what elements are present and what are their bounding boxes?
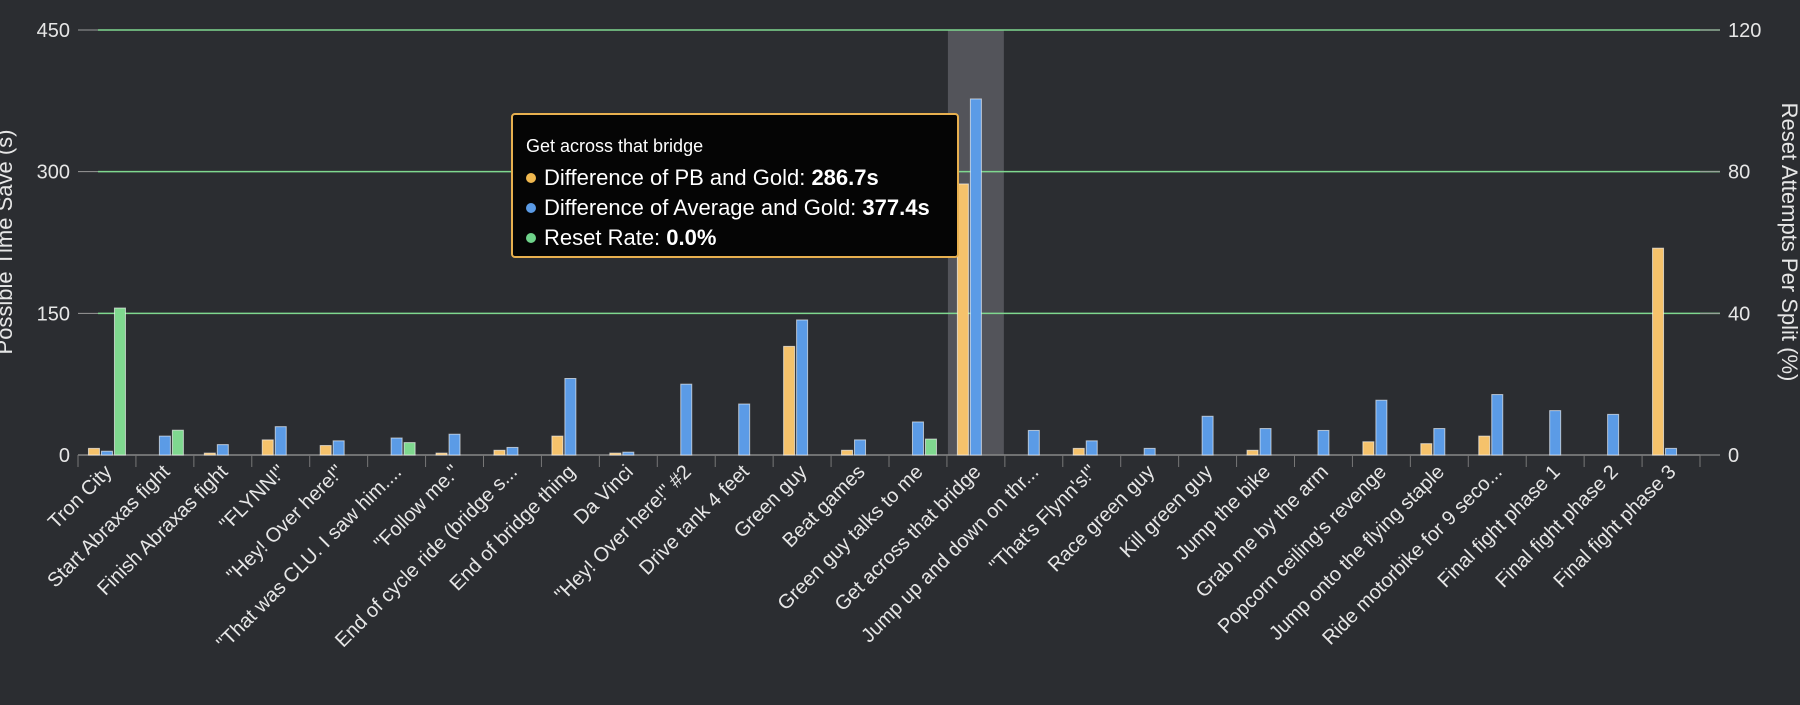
left-axis-title: Possible Time Save (s)	[0, 130, 17, 355]
bar-average	[158, 435, 171, 456]
chart-tooltip: Get across that bridge Difference of PB …	[511, 113, 959, 258]
left-tick-label: 300	[37, 162, 70, 184]
bar-pb	[551, 435, 564, 456]
tooltip-title: Get across that bridge	[526, 136, 704, 156]
bar-average	[1027, 429, 1040, 456]
bar-average	[1375, 399, 1388, 456]
bar-pb	[1652, 247, 1665, 456]
bar-average	[1317, 429, 1330, 456]
bar-pb	[1072, 447, 1085, 456]
bar-average	[1665, 447, 1678, 456]
tooltip-label-reset: Reset Rate:	[544, 225, 661, 250]
right-tick-label: 0	[1728, 445, 1739, 467]
bar-pb	[261, 439, 274, 456]
bar-pb	[609, 452, 622, 456]
bar-average	[506, 446, 519, 456]
tooltip-row-pb: Difference of PB and Gold: 286.7s	[526, 163, 944, 193]
tooltip-label-pb: Difference of PB and Gold:	[544, 165, 806, 190]
bar-average	[796, 319, 809, 456]
left-tick-label: 0	[59, 445, 70, 467]
bar-pb	[956, 183, 969, 456]
bar-average	[1433, 428, 1446, 456]
bar-pb	[841, 449, 854, 456]
bar-average	[1491, 394, 1504, 456]
tooltip-value-pb: 286.7s	[811, 165, 879, 190]
bar-pb	[1478, 435, 1491, 456]
bar-average	[1201, 415, 1214, 456]
bar-pb	[1246, 449, 1259, 456]
bar-average	[1607, 413, 1620, 456]
bar-pb	[435, 452, 448, 456]
bar-pb	[319, 445, 332, 456]
bar-reset-rate	[403, 442, 416, 456]
tooltip-label-average: Difference of Average and Gold:	[544, 195, 857, 220]
bar-average	[448, 433, 461, 456]
bar-average	[274, 426, 287, 456]
bar-pb	[1362, 441, 1375, 456]
bar-average	[680, 383, 693, 456]
bar-average	[1085, 440, 1098, 456]
tooltip-value-reset: 0.0%	[666, 225, 717, 250]
left-tick-label: 450	[37, 20, 70, 42]
left-tick-label: 150	[37, 303, 70, 325]
bar-average	[332, 440, 345, 456]
tooltip-row-average: Difference of Average and Gold: 377.4s	[526, 193, 944, 223]
bar-average	[100, 450, 113, 456]
bar-average	[390, 437, 403, 456]
bar-average	[1549, 410, 1562, 456]
right-tick-label: 80	[1728, 162, 1750, 184]
bar-average	[854, 439, 867, 456]
right-axis-title: Reset Attempts Per Split (%)	[1777, 103, 1800, 382]
bar-average	[216, 444, 229, 456]
bar-average	[738, 403, 751, 456]
bar-pb	[203, 452, 216, 456]
tooltip-row-reset: Reset Rate: 0.0%	[526, 223, 944, 253]
bar-pb	[783, 345, 796, 456]
bar-average	[969, 98, 982, 456]
reset-dot-icon	[526, 233, 536, 243]
bar-reset-rate	[171, 429, 184, 456]
right-tick-label: 40	[1728, 303, 1750, 325]
category-label: "That's Flynn's!"	[985, 461, 1101, 577]
bar-average	[1143, 447, 1156, 456]
bar-average	[622, 451, 635, 456]
tooltip-value-average: 377.4s	[862, 195, 930, 220]
bar-reset-rate	[924, 438, 937, 456]
bar-reset-rate	[113, 307, 126, 456]
category-label: Race green guy	[1044, 461, 1159, 576]
bar-pb	[493, 449, 506, 456]
bar-pb	[87, 447, 100, 456]
pb-dot-icon	[526, 173, 536, 183]
average-dot-icon	[526, 203, 536, 213]
bar-average	[564, 378, 577, 456]
bar-average	[911, 421, 924, 456]
bar-average	[1259, 428, 1272, 456]
bar-pb	[1420, 443, 1433, 456]
right-tick-label: 120	[1728, 20, 1761, 42]
